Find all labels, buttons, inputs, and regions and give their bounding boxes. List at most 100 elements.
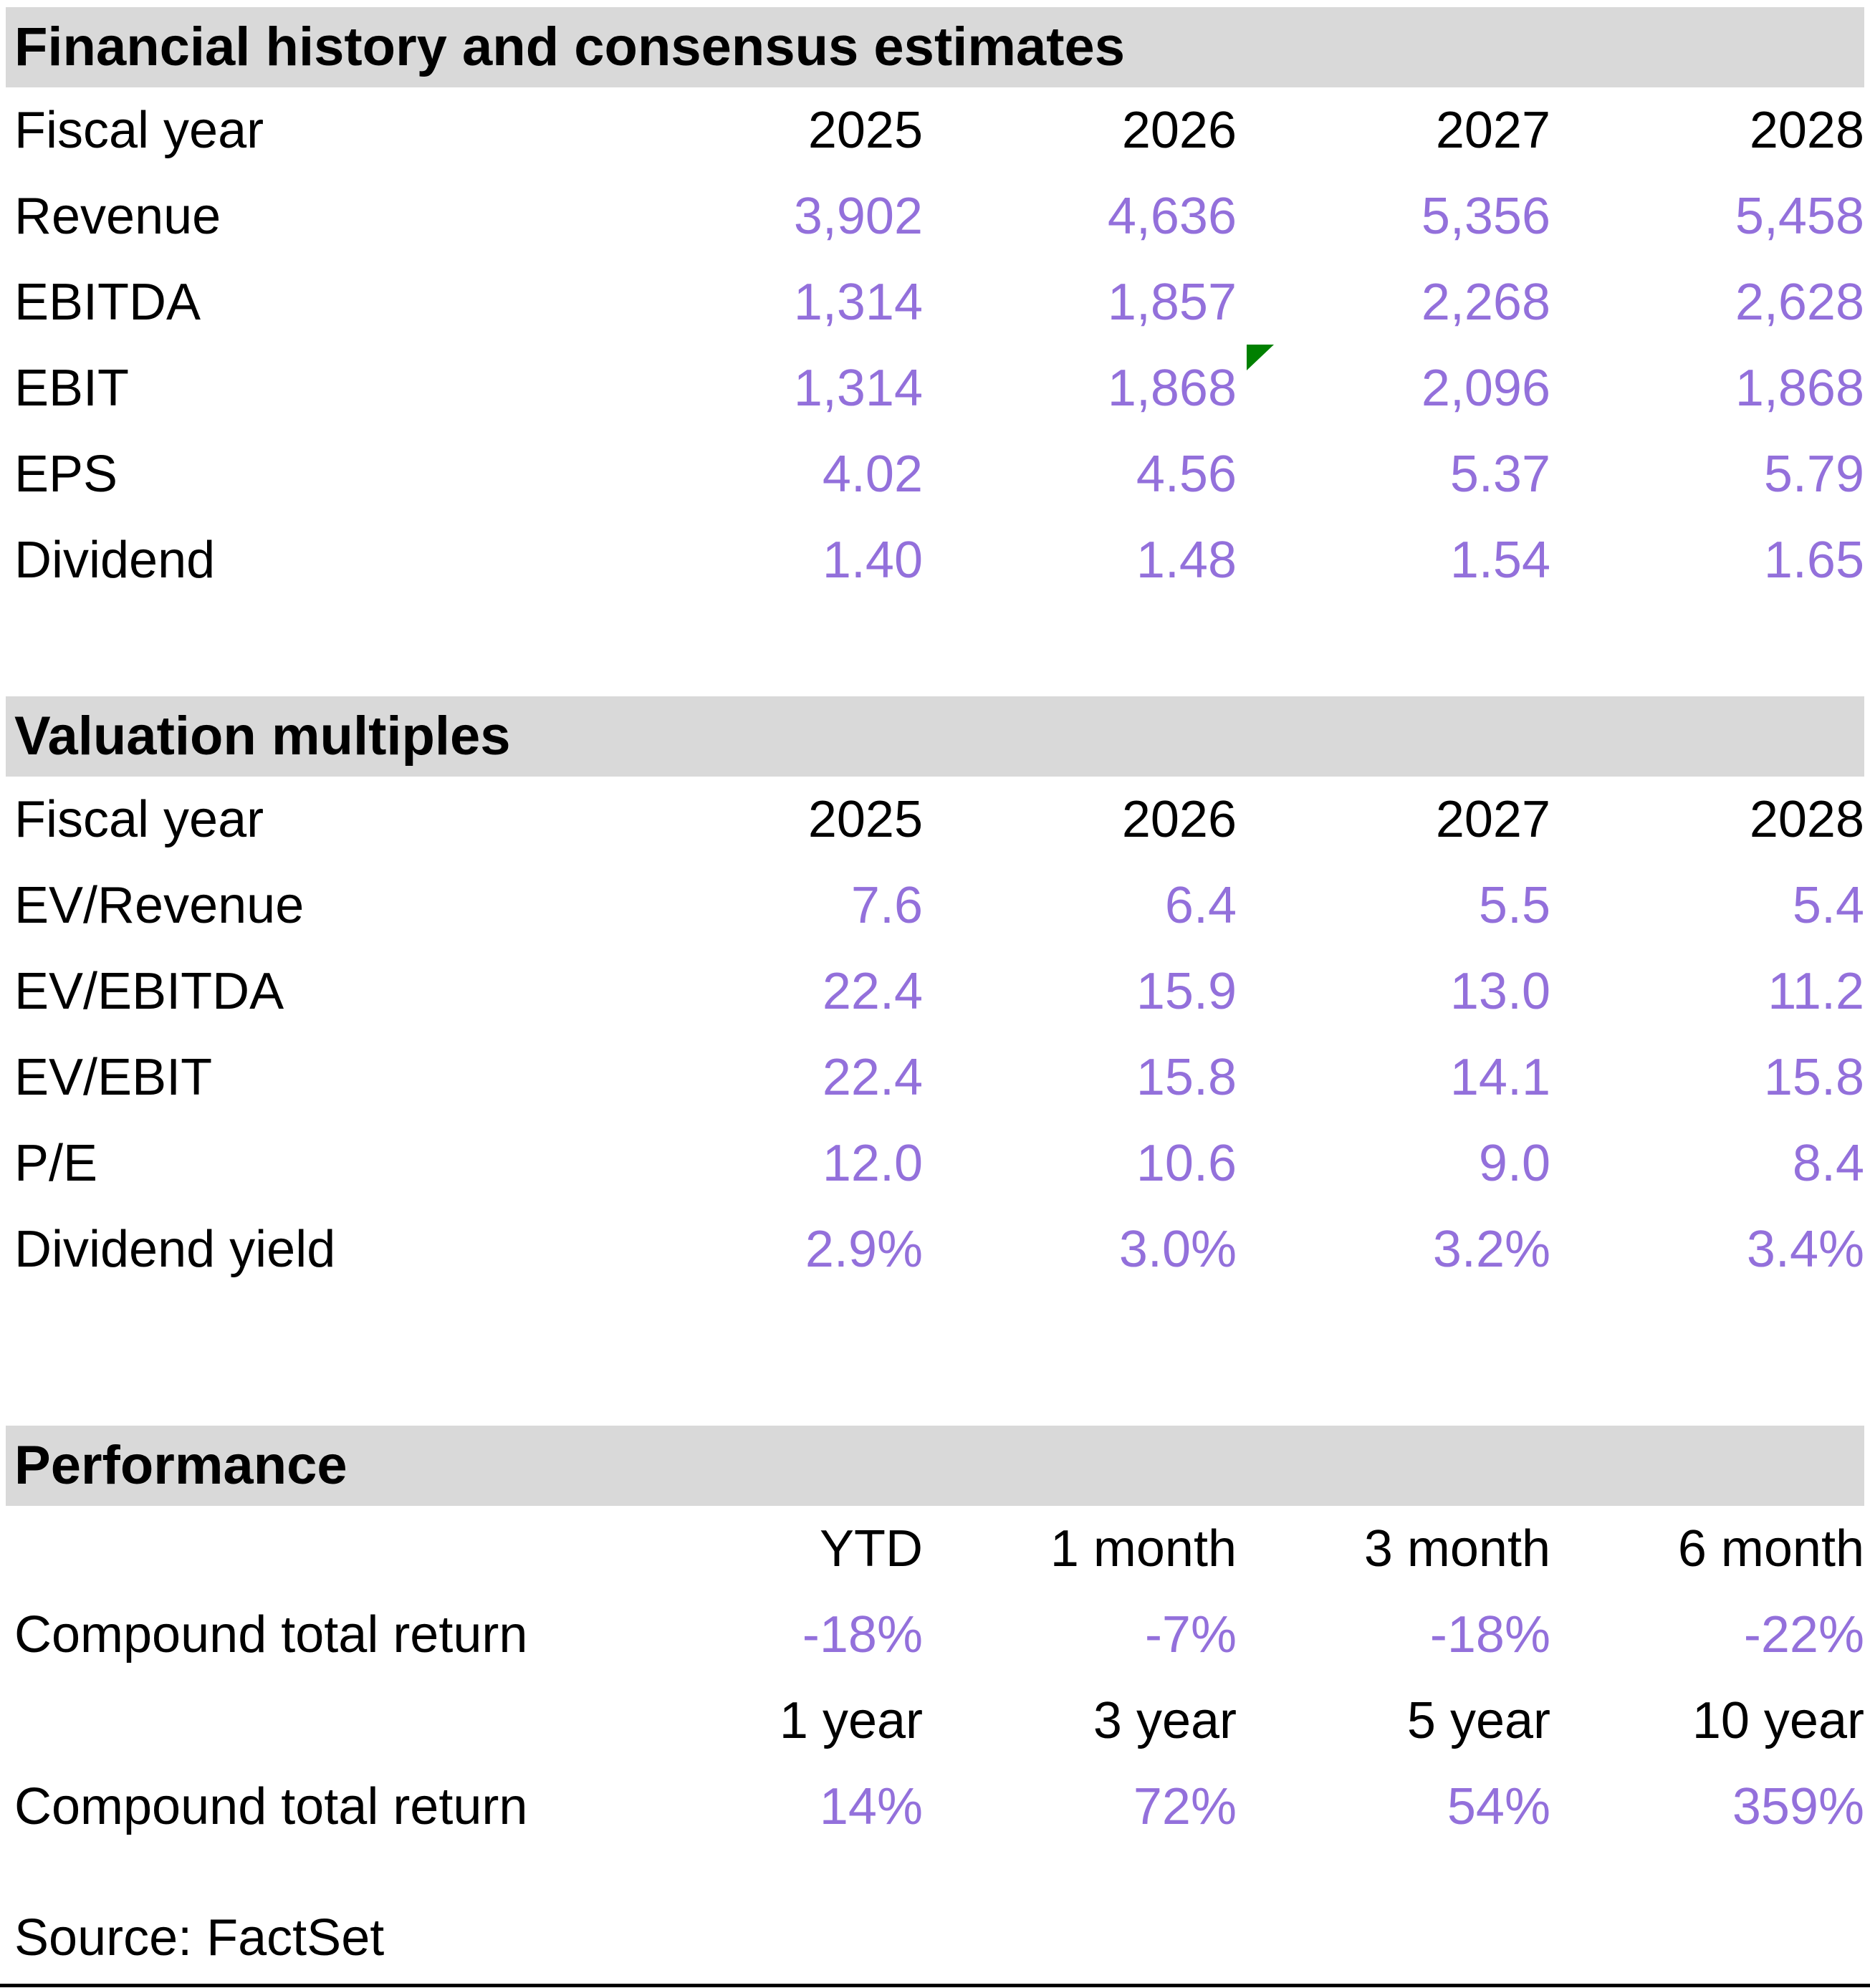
period-header-1-month: 1 month — [1050, 1520, 1237, 1578]
period-header-row-short-term: YTD 1 month 3 month 6 month — [6, 1506, 1864, 1592]
value-cell: 1,857 — [1107, 274, 1237, 331]
period-header-1-year: 1 year — [779, 1692, 923, 1749]
value-cell: 15.8 — [1136, 1049, 1237, 1106]
section-title-financial-history: Financial history and consensus estimate… — [6, 7, 1864, 87]
value-cell: -18% — [1429, 1606, 1550, 1663]
row-label-compound-total-return: Compound total return — [14, 1606, 528, 1663]
value-cell: 11.2 — [1768, 963, 1864, 1020]
value-cell: -7% — [1144, 1606, 1237, 1663]
value-cell: 1,314 — [793, 274, 923, 331]
row-label-ebit: EBIT — [14, 360, 130, 417]
value-cell: 3.2% — [1432, 1221, 1550, 1278]
value-cell: 1,868 — [1735, 360, 1864, 417]
period-header-row-long-term: 1 year 3 year 5 year 10 year — [6, 1678, 1864, 1764]
value-cell: 15.9 — [1136, 963, 1237, 1020]
value-cell-flagged: 1,868 — [923, 345, 1274, 431]
value-cell: 15.8 — [1763, 1049, 1864, 1106]
period-header-5-year: 5 year — [1406, 1692, 1550, 1749]
fiscal-year-header-row: Fiscal year 2025 2026 2027 2028 — [6, 87, 1864, 173]
period-header-spacer — [6, 1678, 609, 1764]
row-label-ev-revenue: EV/Revenue — [14, 877, 305, 934]
value-cell: 5,458 — [1735, 188, 1864, 245]
value-cell: 1.48 — [1136, 532, 1237, 589]
source-note: Source: FactSet — [14, 1909, 385, 1967]
table-row-dividend-yield: Dividend yield 2.9% 3.0% 3.2% 3.4% — [6, 1206, 1864, 1292]
value-cell: 7.6 — [850, 877, 923, 934]
row-label-eps: EPS — [14, 446, 118, 503]
row-label-compound-total-return: Compound total return — [14, 1778, 528, 1835]
value-cell: -18% — [802, 1606, 923, 1663]
performance-table: YTD 1 month 3 month 6 month Compound tot… — [6, 1506, 1864, 1850]
table-row-pe: P/E 12.0 10.6 9.0 8.4 — [6, 1120, 1864, 1206]
value-cell: 1,314 — [793, 360, 923, 417]
table-row-eps: EPS 4.02 4.56 5.37 5.79 — [6, 431, 1864, 517]
table-row-ev-ebitda: EV/EBITDA 22.4 15.9 13.0 11.2 — [6, 949, 1864, 1034]
table-row-compound-total-return-long-term: Compound total return 14% 72% 54% 359% — [6, 1764, 1864, 1850]
year-header-2027: 2027 — [1435, 791, 1550, 848]
value-cell: 6.4 — [1164, 877, 1237, 934]
value-cell: 1.54 — [1449, 532, 1550, 589]
table-row-ev-revenue: EV/Revenue 7.6 6.4 5.5 5.4 — [6, 863, 1864, 949]
period-header-ytd: YTD — [820, 1520, 923, 1578]
row-label-ev-ebitda: EV/EBITDA — [14, 963, 284, 1020]
value-cell: 5.79 — [1763, 446, 1864, 503]
value-cell: 72% — [1133, 1778, 1237, 1835]
fiscal-year-label: Fiscal year — [14, 102, 264, 159]
value-cell: 54% — [1447, 1778, 1550, 1835]
value-cell: 8.4 — [1792, 1135, 1864, 1192]
value-cell: 1.65 — [1763, 532, 1864, 589]
value-cell: 13.0 — [1449, 963, 1550, 1020]
period-header-3-year: 3 year — [1093, 1692, 1237, 1749]
value-cell: 22.4 — [822, 963, 923, 1020]
value-cell: 4.02 — [822, 446, 923, 503]
value-cell: 5,356 — [1421, 188, 1550, 245]
table-row-ebit: EBIT 1,314 1,868 2,096 1,868 — [6, 345, 1864, 431]
row-label-revenue: Revenue — [14, 188, 221, 245]
section-title-performance: Performance — [6, 1426, 1864, 1506]
value-cell: -22% — [1743, 1606, 1864, 1663]
year-header-2026: 2026 — [1121, 791, 1237, 848]
financial-history-table: Fiscal year 2025 2026 2027 2028 Revenue … — [6, 87, 1864, 603]
value-cell: 3.4% — [1746, 1221, 1864, 1278]
value-cell: 2.9% — [805, 1221, 923, 1278]
period-header-10-year: 10 year — [1692, 1692, 1864, 1749]
table-row-compound-total-return-short-term: Compound total return -18% -7% -18% -22% — [6, 1592, 1864, 1678]
table-row-ebitda: EBITDA 1,314 1,857 2,268 2,628 — [6, 259, 1864, 345]
row-label-pe: P/E — [14, 1135, 98, 1192]
value-cell: 5.37 — [1449, 446, 1550, 503]
value-cell: 1.40 — [822, 532, 923, 589]
valuation-multiples-table: Fiscal year 2025 2026 2027 2028 EV/Reven… — [6, 777, 1864, 1292]
value-cell: 3,902 — [793, 188, 923, 245]
year-header-2025: 2025 — [807, 102, 923, 159]
row-label-dividend: Dividend — [14, 532, 216, 589]
year-header-2028: 2028 — [1749, 102, 1864, 159]
table-row-dividend: Dividend 1.40 1.48 1.54 1.65 — [6, 517, 1864, 603]
period-header-spacer — [6, 1506, 609, 1592]
value-cell: 359% — [1732, 1778, 1864, 1835]
table-row-ev-ebit: EV/EBIT 22.4 15.8 14.1 15.8 — [6, 1034, 1864, 1120]
year-header-2026: 2026 — [1121, 102, 1237, 159]
value-cell: 5.5 — [1478, 877, 1550, 934]
ebit-2026-value: 1,868 — [1107, 360, 1237, 417]
value-cell: 4,636 — [1107, 188, 1237, 245]
value-cell: 10.6 — [1136, 1135, 1237, 1192]
row-label-ev-ebit: EV/EBIT — [14, 1049, 213, 1106]
value-cell: 2,628 — [1735, 274, 1864, 331]
year-header-2028: 2028 — [1749, 791, 1864, 848]
value-cell: 14% — [819, 1778, 923, 1835]
row-label-ebitda: EBITDA — [14, 274, 201, 331]
period-header-6-month: 6 month — [1677, 1520, 1864, 1578]
period-header-3-month: 3 month — [1363, 1520, 1550, 1578]
value-cell: 14.1 — [1449, 1049, 1550, 1106]
section-title-valuation-multiples: Valuation multiples — [6, 696, 1864, 777]
value-cell: 9.0 — [1478, 1135, 1550, 1192]
bottom-divider — [0, 1984, 1870, 1987]
value-cell: 4.56 — [1136, 446, 1237, 503]
row-label-dividend-yield: Dividend yield — [14, 1221, 336, 1278]
value-cell: 22.4 — [822, 1049, 923, 1106]
fiscal-year-label: Fiscal year — [14, 791, 264, 848]
value-cell: 2,268 — [1421, 274, 1550, 331]
value-cell: 2,096 — [1421, 360, 1550, 417]
value-cell: 3.0% — [1118, 1221, 1237, 1278]
